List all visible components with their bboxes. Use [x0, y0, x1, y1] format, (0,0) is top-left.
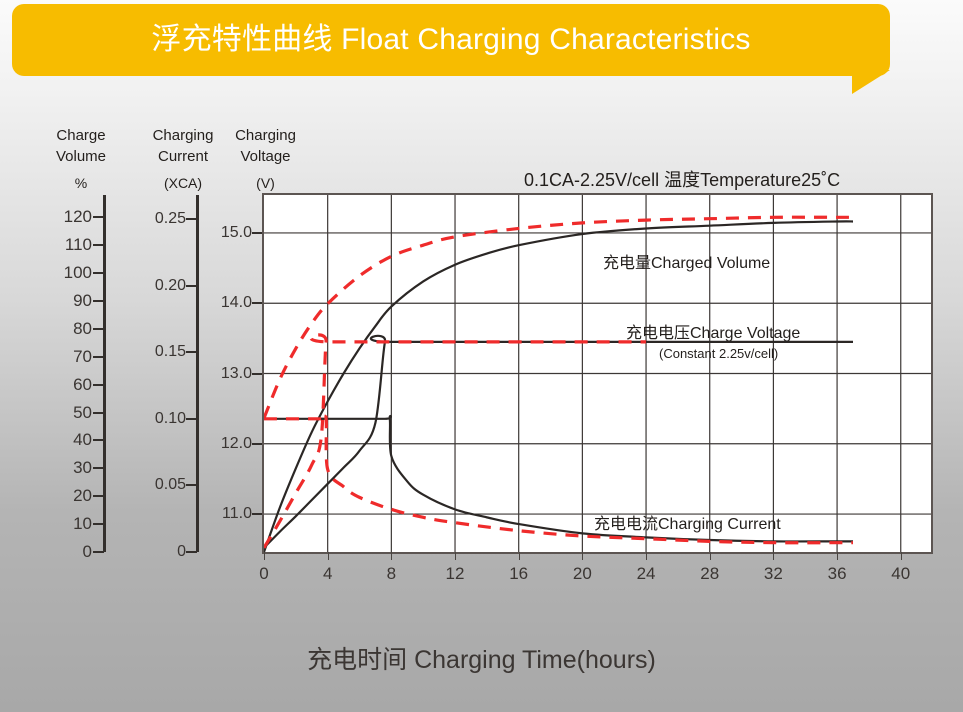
axis-tick — [186, 284, 197, 287]
x-axis-tick — [646, 552, 648, 560]
x-axis-tick — [391, 552, 393, 560]
x-axis-tick-label: 40 — [891, 564, 911, 583]
x-axis-title: 充电时间 Charging Time(hours) — [307, 646, 656, 674]
annotation-charge-voltage: 充电电压Charge Voltage — [626, 325, 801, 342]
x-axis-tick — [773, 552, 775, 560]
axis-tick-label: 0.20 — [154, 276, 186, 294]
axis-tick-label: 12.0 — [220, 434, 252, 452]
axis-line — [196, 195, 199, 552]
axis-tick — [186, 351, 197, 354]
axis-tick-label: 20 — [73, 486, 92, 506]
axis-tick — [93, 299, 104, 302]
axis-tick-label: 110 — [64, 235, 92, 255]
axis-tick — [93, 383, 104, 386]
axis-tick-label: 50 — [73, 402, 92, 422]
axis-tick-label: 80 — [73, 318, 92, 338]
x-axis-tick — [837, 552, 839, 560]
plot-area — [262, 193, 933, 554]
axis-tick — [93, 216, 104, 219]
axis-heading-charge-volume: Charge Volume — [55, 127, 107, 166]
series-line — [264, 333, 647, 549]
axis-tick — [93, 551, 104, 553]
axis-tick-label: 30 — [73, 458, 92, 478]
x-axis-tick-label: 8 — [386, 564, 397, 583]
x-axis-tick — [900, 552, 902, 560]
series-line — [264, 414, 853, 543]
axis-tick — [93, 523, 104, 526]
axis-tick-label: 14.0 — [220, 294, 252, 312]
axis-tick-label: 40 — [73, 430, 92, 450]
axis-tick-label: 10 — [73, 514, 92, 534]
series-line — [264, 334, 853, 549]
axis-tick-label: 0 — [82, 542, 92, 561]
x-axis-tick-label: 20 — [572, 564, 592, 583]
axis-tick — [252, 442, 263, 445]
axis-tick — [252, 302, 263, 305]
axis-tick-label: 90 — [73, 290, 92, 310]
axis-tick — [186, 217, 197, 220]
axis-tick — [186, 417, 197, 420]
page-title: 浮充特性曲线 Float Charging Characteristics — [151, 23, 751, 56]
x-axis-tick-label: 0 — [259, 564, 269, 583]
x-axis-tick-label: 36 — [827, 564, 847, 583]
axis-tick-label: 60 — [73, 374, 92, 394]
axis-tick-label: 0.10 — [154, 409, 186, 427]
axis-tick-label: 11.0 — [222, 505, 252, 523]
x-axis-tick-label: 4 — [322, 564, 333, 583]
axis-heading-charging-current: Charging Current — [152, 127, 214, 166]
x-axis-tick-label: 24 — [636, 564, 656, 583]
axis-tick — [252, 231, 263, 234]
axis-tick — [93, 327, 104, 330]
axis-tick — [186, 484, 197, 487]
axis-tick-label: 13.0 — [220, 364, 252, 382]
series-line — [264, 215, 853, 419]
axis-tick-label: 0 — [177, 543, 186, 560]
axis-tick-label: 15.0 — [220, 223, 252, 241]
x-axis-tick — [327, 552, 329, 560]
x-axis-tick-label: 12 — [445, 564, 465, 583]
axis-tick — [93, 244, 104, 247]
axis-tick — [93, 272, 104, 275]
header-banner: 浮充特性曲线 Float Charging Characteristics — [12, 4, 890, 76]
axis-tick — [93, 439, 104, 442]
conditions-text: 0.1CA-2.25V/cell 温度Temperature25˚C — [524, 170, 841, 190]
annotation-charged-volume: 充电量Charged Volume — [603, 255, 771, 272]
x-axis-tick — [518, 552, 520, 560]
axis-tick-label: 0.05 — [154, 476, 186, 494]
axis-line — [103, 195, 106, 552]
axis-tick-label: 0.25 — [154, 209, 186, 227]
annotation-charge-voltage-sub: (Constant 2.25v/cell) — [659, 346, 779, 361]
axis-tick — [186, 551, 197, 553]
axis-tick — [252, 513, 263, 516]
axis-heading-charging-voltage: Charging Voltage — [235, 127, 296, 166]
axis-unit-charge-volume: % — [74, 175, 88, 191]
axis-unit-charging-voltage: (V) — [256, 175, 275, 191]
axis-unit-charging-current: (XCA) — [163, 175, 203, 191]
axis-tick-label: 120 — [63, 207, 92, 227]
series-line — [264, 413, 853, 545]
x-axis-tick-label: 16 — [509, 564, 529, 583]
axis-tick — [93, 411, 104, 414]
axis-tick-label: 0.15 — [154, 343, 186, 361]
x-axis-tick — [709, 552, 711, 560]
axis-tick-label: 100 — [63, 263, 92, 283]
x-axis-tick — [455, 552, 457, 560]
x-axis-tick — [264, 552, 265, 560]
banner-tail-triangle — [852, 70, 890, 94]
axis-tick — [93, 355, 104, 358]
axis-tick — [252, 372, 263, 375]
axis-tick — [93, 495, 104, 498]
axis-tick-label: 70 — [73, 346, 92, 366]
plot-svg — [264, 195, 931, 552]
x-axis-tick-label: 28 — [700, 564, 720, 583]
series-line — [264, 220, 854, 552]
x-axis-tick — [582, 552, 584, 560]
axis-tick — [93, 467, 104, 470]
x-axis-tick-label: 32 — [763, 564, 783, 583]
annotation-charging-current: 充电电流Charging Current — [594, 516, 781, 533]
